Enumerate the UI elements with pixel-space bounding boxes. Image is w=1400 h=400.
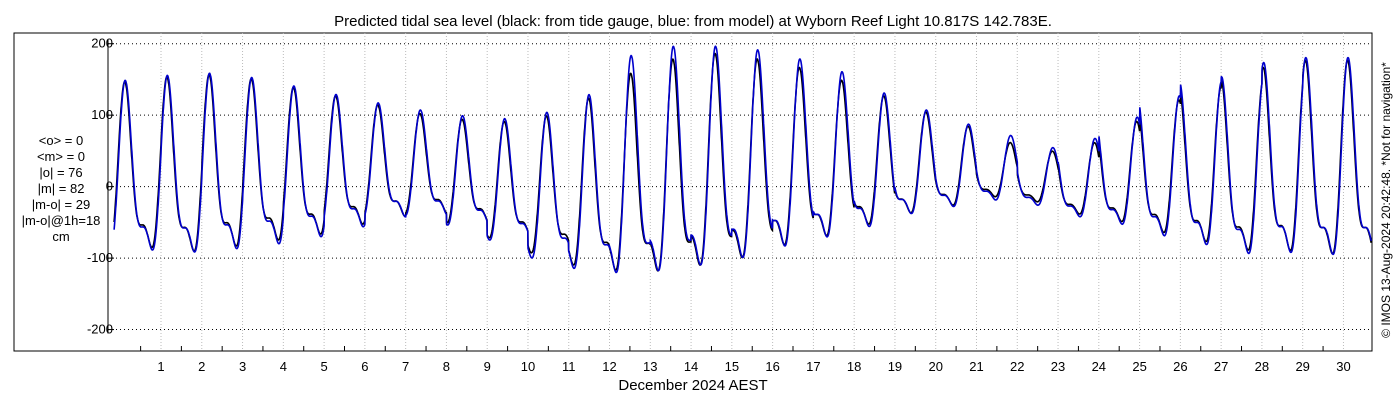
x-tick-label: 11 xyxy=(562,359,576,374)
x-tick-label: 19 xyxy=(888,359,902,374)
stat-line: |m| = 82 xyxy=(38,181,85,196)
x-axis: 1 2 3 4 5 6 7 8 9 10 11 12 13 14 15 16 17 18 19 20 21 22 23 24 2… xyxy=(140,346,1351,374)
stats-panel: <o> = 0<m> = 0|o| = 76|m| = 82|m-o| = 29… xyxy=(22,133,101,244)
x-tick-label: 7 xyxy=(402,359,409,374)
x-axis-label: December 2024 AEST xyxy=(618,377,767,394)
x-tick-label: 6 xyxy=(361,359,368,374)
x-tick-label: 27 xyxy=(1214,359,1228,374)
x-tick-label: 1 xyxy=(157,359,164,374)
stat-line: cm xyxy=(52,229,69,244)
y-tick-label: -100 xyxy=(87,250,113,265)
x-tick-label: 23 xyxy=(1051,359,1065,374)
x-tick-label: 9 xyxy=(484,359,491,374)
grid-lines xyxy=(108,33,1372,351)
y-axis: -200 -100 0 100 200 xyxy=(87,36,114,337)
series-group xyxy=(113,45,1372,274)
stat-line: |m-o|@1h=18 xyxy=(22,213,101,228)
stat-line: |m-o| = 29 xyxy=(32,197,90,212)
chart-title: Predicted tidal sea level (black: from t… xyxy=(334,13,1052,30)
credit-text: © IMOS 13-Aug-2024 20:42:48. *Not for na… xyxy=(1379,62,1393,338)
y-tick-label: 0 xyxy=(106,179,113,194)
stat-line: <o> = 0 xyxy=(39,133,83,148)
y-tick-label: -200 xyxy=(87,322,113,337)
x-tick-label: 18 xyxy=(847,359,861,374)
x-tick-label: 28 xyxy=(1255,359,1269,374)
x-tick-label: 25 xyxy=(1132,359,1146,374)
series-line-0 xyxy=(113,52,1372,272)
x-tick-label: 17 xyxy=(806,359,820,374)
x-tick-label: 3 xyxy=(239,359,246,374)
x-tick-label: 8 xyxy=(443,359,450,374)
outer-frame xyxy=(13,32,1373,352)
y-tick-label: 100 xyxy=(91,107,113,122)
x-tick-label: 20 xyxy=(928,359,942,374)
x-tick-label: 10 xyxy=(521,359,535,374)
x-tick-label: 14 xyxy=(684,359,698,374)
x-tick-label: 26 xyxy=(1173,359,1187,374)
x-tick-label: 2 xyxy=(198,359,205,374)
x-tick-label: 4 xyxy=(280,359,287,374)
x-tick-label: 5 xyxy=(320,359,327,374)
x-tick-label: 24 xyxy=(1092,359,1106,374)
x-tick-label: 21 xyxy=(969,359,983,374)
series-line-1 xyxy=(113,45,1372,274)
x-tick-label: 12 xyxy=(602,359,616,374)
x-tick-label: 13 xyxy=(643,359,657,374)
y-tick-label: 200 xyxy=(91,36,113,51)
stat-line: <m> = 0 xyxy=(37,149,85,164)
x-tick-label: 29 xyxy=(1295,359,1309,374)
stat-line: |o| = 76 xyxy=(39,165,82,180)
x-tick-label: 16 xyxy=(765,359,779,374)
x-tick-label: 22 xyxy=(1010,359,1024,374)
x-tick-label: 15 xyxy=(725,359,739,374)
x-tick-label: 30 xyxy=(1336,359,1350,374)
